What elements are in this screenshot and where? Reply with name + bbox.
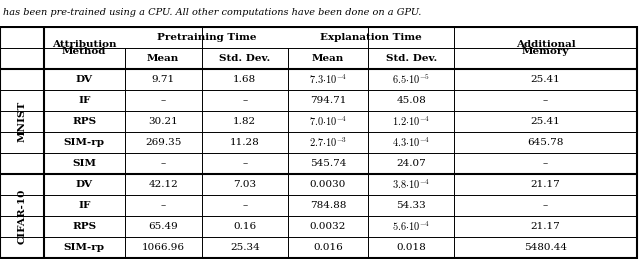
Text: $7.3{\cdot}10^{-4}$: $7.3{\cdot}10^{-4}$ [309,73,347,86]
Text: 5480.44: 5480.44 [524,243,567,252]
Text: SIM-rp: SIM-rp [63,138,105,147]
Text: 794.71: 794.71 [310,96,346,105]
Text: $6.5{\cdot}10^{-5}$: $6.5{\cdot}10^{-5}$ [392,73,430,86]
Text: 1066.96: 1066.96 [141,243,185,252]
Text: has been pre-trained using a CPU. All other computations have been done on a GPU: has been pre-trained using a CPU. All ot… [3,9,422,17]
Text: MNIST: MNIST [17,101,26,142]
Text: 25.41: 25.41 [531,117,561,126]
Text: Std. Dev.: Std. Dev. [219,54,271,63]
Text: 25.41: 25.41 [531,75,561,84]
Text: –: – [543,96,548,105]
Text: –: – [543,159,548,168]
Text: SIM: SIM [72,159,96,168]
Text: DV: DV [76,75,93,84]
Text: $3.8{\cdot}10^{-4}$: $3.8{\cdot}10^{-4}$ [392,178,430,191]
Text: 54.33: 54.33 [396,201,426,210]
Text: Mean: Mean [147,54,179,63]
Text: 1.68: 1.68 [233,75,257,84]
Text: 42.12: 42.12 [148,180,178,189]
Text: CIFAR-10: CIFAR-10 [17,188,26,243]
Text: $1.2{\cdot}10^{-4}$: $1.2{\cdot}10^{-4}$ [392,115,430,128]
Text: 30.21: 30.21 [148,117,178,126]
Text: 7.03: 7.03 [233,180,257,189]
Text: Memory: Memory [522,47,570,56]
Text: –: – [242,201,248,210]
Text: 9.71: 9.71 [152,75,175,84]
Text: 0.0032: 0.0032 [310,222,346,231]
Text: $5.6{\cdot}10^{-4}$: $5.6{\cdot}10^{-4}$ [392,220,430,233]
Text: IF: IF [78,96,90,105]
Text: 545.74: 545.74 [310,159,346,168]
Text: RPS: RPS [72,222,96,231]
Bar [123,27,127,48]
Text: 0.16: 0.16 [233,222,257,231]
Text: –: – [242,96,248,105]
Text: Attribution: Attribution [52,40,116,49]
Text: Pretraining Time: Pretraining Time [157,33,256,42]
Text: 0.016: 0.016 [313,243,343,252]
Text: RPS: RPS [72,117,96,126]
Text: Additional: Additional [516,40,575,49]
Text: 65.49: 65.49 [148,222,178,231]
Text: –: – [242,159,248,168]
Text: Explanation Time: Explanation Time [321,33,422,42]
Text: 784.88: 784.88 [310,201,346,210]
Text: 45.08: 45.08 [396,96,426,105]
Text: 11.28: 11.28 [230,138,260,147]
Text: –: – [543,201,548,210]
Text: Mean: Mean [312,54,344,63]
Text: 269.35: 269.35 [145,138,181,147]
Text: 1.82: 1.82 [233,117,257,126]
Text: –: – [161,96,166,105]
Text: 0.018: 0.018 [396,243,426,252]
Text: DV: DV [76,180,93,189]
Text: –: – [161,201,166,210]
Text: 21.17: 21.17 [531,222,561,231]
Text: 21.17: 21.17 [531,180,561,189]
Text: Std. Dev.: Std. Dev. [385,54,437,63]
Text: Method: Method [62,47,106,56]
Text: IF: IF [78,201,90,210]
Text: 24.07: 24.07 [396,159,426,168]
Text: $7.0{\cdot}10^{-4}$: $7.0{\cdot}10^{-4}$ [309,115,347,128]
Text: $2.7{\cdot}10^{-3}$: $2.7{\cdot}10^{-3}$ [309,136,347,149]
Bar [286,27,290,48]
Text: 25.34: 25.34 [230,243,260,252]
Text: –: – [161,159,166,168]
Text: $4.3{\cdot}10^{-4}$: $4.3{\cdot}10^{-4}$ [392,136,430,149]
Text: SIM-rp: SIM-rp [63,243,105,252]
Text: 645.78: 645.78 [527,138,564,147]
Text: 0.0030: 0.0030 [310,180,346,189]
